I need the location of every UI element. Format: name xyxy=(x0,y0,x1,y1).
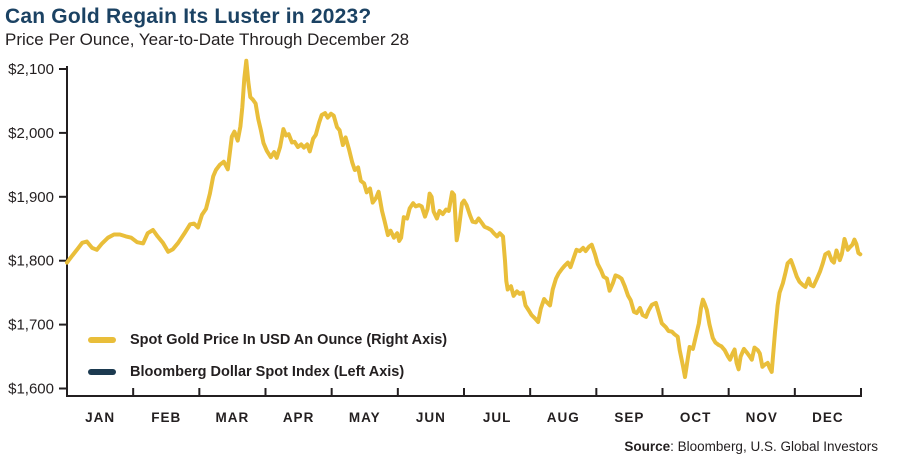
y-tick-label: $2,100 xyxy=(8,61,54,78)
y-tick-label: $1,700 xyxy=(8,317,54,334)
chart-title: Can Gold Regain Its Luster in 2023? xyxy=(5,5,372,28)
legend-item-gold: Spot Gold Price In USD An Ounce (Right A… xyxy=(88,332,447,348)
legend-label-gold: Spot Gold Price In USD An Ounce (Right A… xyxy=(130,332,448,348)
month-label-aug: AUG xyxy=(547,410,580,425)
month-label-jan: JAN xyxy=(85,410,115,425)
month-label-feb: FEB xyxy=(151,410,181,425)
month-label-oct: OCT xyxy=(680,410,712,425)
legend-item-dollar-index: Bloomberg Dollar Spot Index (Left Axis) xyxy=(88,364,447,380)
y-tick-label: $1,900 xyxy=(8,189,54,206)
month-label-sep: SEP xyxy=(614,410,644,425)
month-label-may: MAY xyxy=(349,410,381,425)
source-text: : Bloomberg, U.S. Global Investors xyxy=(670,439,878,454)
month-label-mar: MAR xyxy=(216,410,250,425)
dollar-index-swatch xyxy=(88,369,116,375)
month-label-jul: JUL xyxy=(483,410,512,425)
y-tick-label: $2,000 xyxy=(8,125,54,142)
source-label: Source xyxy=(624,439,671,454)
legend: Spot Gold Price In USD An Ounce (Right A… xyxy=(88,332,447,396)
legend-label-dollar-index: Bloomberg Dollar Spot Index (Left Axis) xyxy=(130,364,405,380)
month-label-dec: DEC xyxy=(812,410,844,425)
month-label-jun: JUN xyxy=(416,410,446,425)
chart-subtitle: Price Per Ounce, Year-to-Date Through De… xyxy=(5,30,410,49)
month-label-apr: APR xyxy=(283,410,315,425)
gold-price-line xyxy=(65,58,863,379)
month-label-nov: NOV xyxy=(746,410,778,425)
y-tick-label: $1,800 xyxy=(8,253,54,270)
gold-line-swatch xyxy=(88,337,116,343)
source-note: Source: Bloomberg, U.S. Global Investors xyxy=(624,439,878,454)
y-tick-label: $1,600 xyxy=(8,381,54,398)
